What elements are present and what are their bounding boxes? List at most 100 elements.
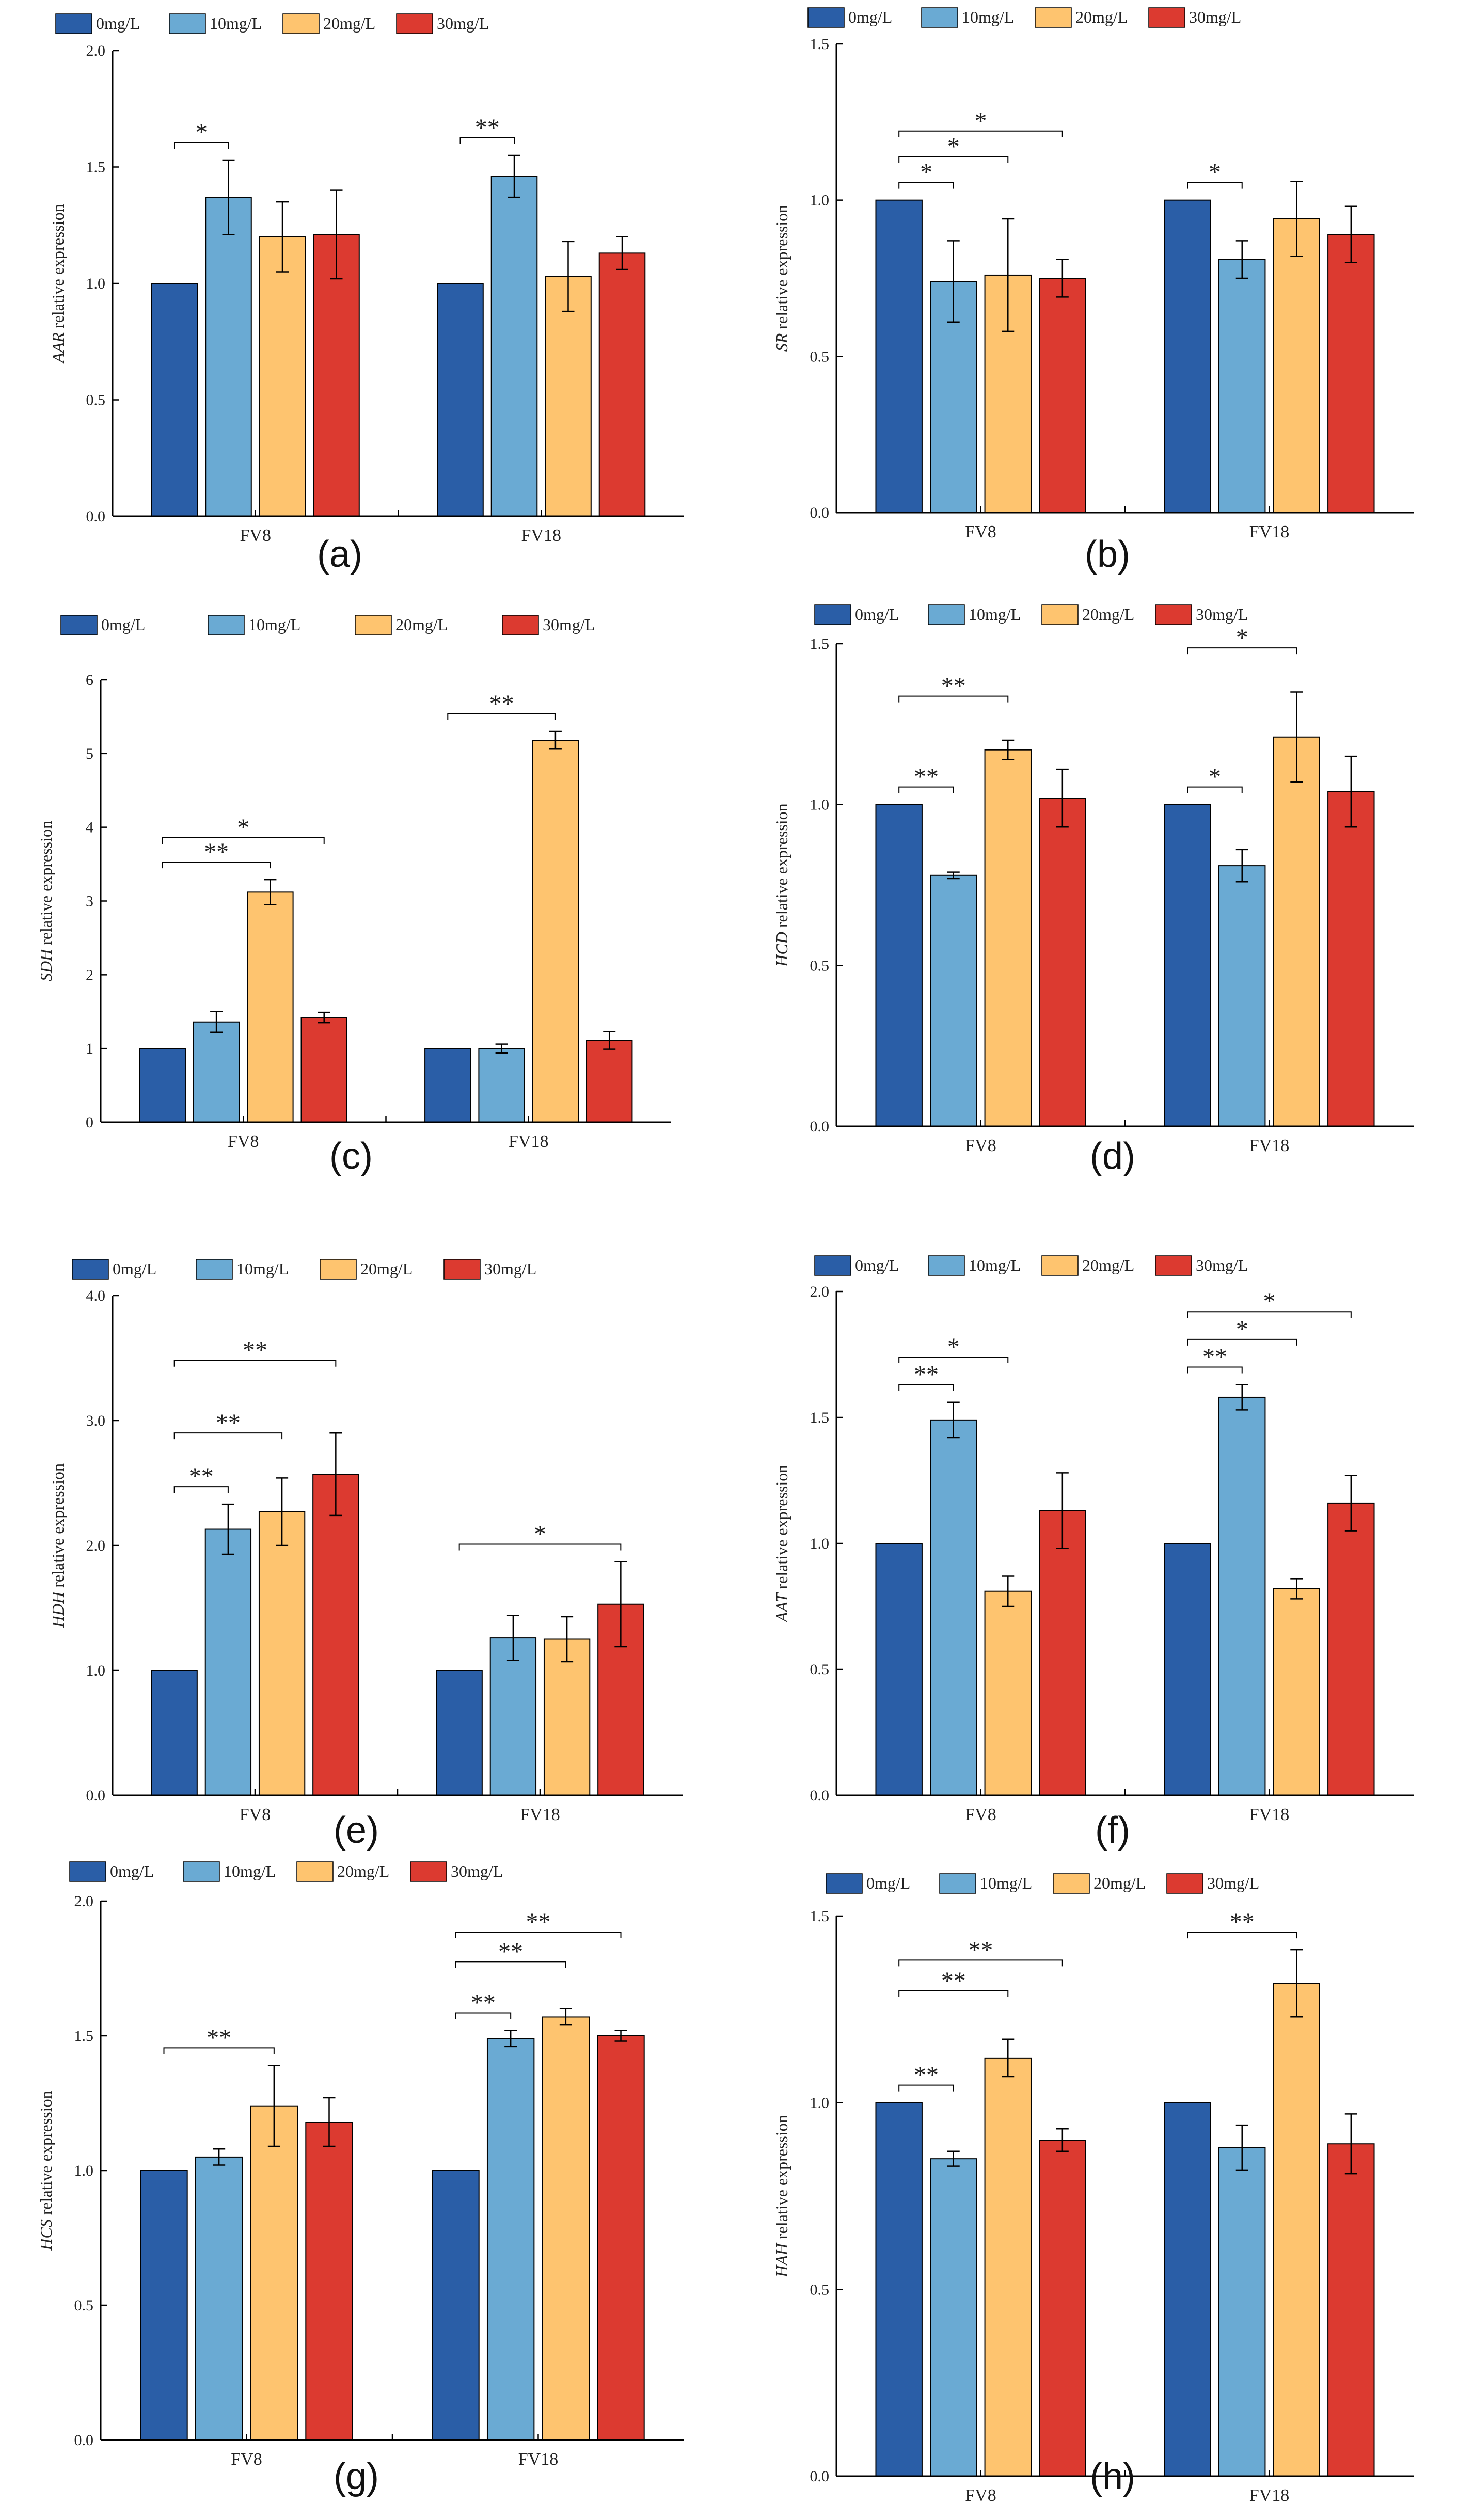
bracket-line — [1187, 647, 1297, 655]
significance-bracket: ** — [162, 838, 271, 869]
y-tick-label: 0.5 — [86, 392, 106, 409]
panel-label: (d) — [1090, 1136, 1135, 1177]
legend-swatch-10mg/L — [208, 615, 245, 635]
legend-label-10mg/L: 10mg/L — [248, 615, 300, 634]
legend-swatch-0mg/L — [60, 615, 98, 635]
significance-label: ** — [243, 1337, 267, 1364]
bar-20mg/L-FV8 — [984, 2057, 1032, 2477]
y-tick-label: 1.5 — [810, 1908, 830, 1925]
bar-10mg/L-FV18 — [489, 1637, 537, 1796]
legend-swatch-30mg/L — [1148, 7, 1185, 28]
legend-swatch-20mg/L — [355, 615, 392, 635]
y-tick-label: 5 — [86, 745, 93, 762]
chart-panel-h: 0.0 0.5 1.0 1.5 FV8 FV18 HAH relative expressi… — [772, 1873, 1414, 2505]
bar-10mg/L-FV18 — [478, 1048, 525, 1123]
legend-swatch-30mg/L — [1155, 604, 1192, 625]
y-tick-label: 0.0 — [86, 1787, 106, 1804]
legend-swatch-10mg/L — [183, 1861, 220, 1882]
bar-0mg/L-FV8 — [875, 199, 923, 513]
y-tick-label: 1.0 — [810, 192, 830, 209]
y-tick-label: 1.0 — [810, 2095, 830, 2112]
legend-swatch-0mg/L — [69, 1861, 106, 1882]
bracket-line — [162, 862, 271, 869]
legend-swatch-10mg/L — [939, 1873, 976, 1894]
bar-20mg/L-FV8 — [258, 1511, 306, 1796]
bar-0mg/L-FV18 — [1164, 199, 1211, 513]
bracket-line — [455, 2012, 512, 2019]
significance-bracket: ** — [1187, 1908, 1297, 1939]
y-tick-label: 3.0 — [86, 1412, 106, 1429]
bar-20mg/L-FV8 — [984, 749, 1032, 1127]
bar-10mg/L-FV8 — [930, 1419, 977, 1796]
x-tick-label: FV18 — [521, 526, 561, 545]
y-tick-label: 2 — [86, 966, 93, 983]
y-tick-label: 1.0 — [810, 796, 830, 814]
significance-bracket: ** — [163, 2024, 275, 2054]
y-axis-gene: SDH — [37, 948, 55, 981]
bar-0mg/L-FV8 — [140, 2170, 188, 2441]
significance-label: ** — [489, 690, 514, 717]
bar-0mg/L-FV18 — [1164, 1543, 1211, 1796]
panel-label: (h) — [1090, 2456, 1135, 2497]
significance-label: * — [237, 814, 249, 841]
bar-20mg/L-FV18 — [1273, 1983, 1320, 2477]
y-tick-label: 0.5 — [810, 957, 830, 974]
y-tick-label: 1.5 — [74, 2028, 94, 2045]
significance-bracket: * — [1187, 763, 1243, 793]
chart-panel-c: 0 1 2 3 4 5 6 FV8 FV18 SDH relative expression 0mg… — [37, 615, 671, 1177]
legend-swatch-0mg/L — [814, 604, 851, 625]
bar-30mg/L-FV18 — [597, 2035, 645, 2441]
bracket-line — [455, 1961, 566, 1968]
y-tick-label: 0.5 — [810, 1661, 830, 1678]
significance-bracket: * — [1187, 159, 1243, 189]
bar-30mg/L-FV8 — [1039, 798, 1086, 1127]
significance-bracket: * — [173, 119, 229, 149]
bar-30mg/L-FV8 — [1039, 2140, 1086, 2477]
bar-20mg/L-FV18 — [545, 276, 592, 517]
bracket-line — [447, 713, 556, 720]
y-tick-label: 1.5 — [810, 1409, 830, 1426]
bar-20mg/L-FV18 — [542, 2016, 590, 2441]
legend-swatch-20mg/L — [1053, 1873, 1090, 1894]
legend-label-20mg/L: 20mg/L — [1094, 1874, 1146, 1892]
y-tick-label: 4.0 — [86, 1287, 106, 1304]
bracket-line — [898, 1959, 1063, 1967]
x-tick-label: FV8 — [965, 522, 996, 541]
legend-swatch-20mg/L — [296, 1861, 334, 1882]
significance-bracket: ** — [898, 763, 954, 793]
bar-10mg/L-FV18 — [1218, 1396, 1266, 1796]
x-tick-label: FV8 — [965, 1805, 996, 1824]
y-tick-label: 0 — [86, 1114, 93, 1131]
x-tick-label: FV8 — [965, 2486, 996, 2505]
significance-label: * — [1209, 159, 1221, 186]
bar-0mg/L-FV8 — [875, 1543, 923, 1796]
bar-10mg/L-FV18 — [1218, 259, 1266, 513]
y-axis-unit: relative expression — [772, 803, 791, 932]
y-tick-label: 1.5 — [810, 635, 830, 652]
y-tick-label: 4 — [86, 819, 93, 836]
significance-label: * — [947, 133, 960, 161]
significance-label: * — [534, 1520, 546, 1548]
significance-bracket: * — [1187, 1288, 1352, 1318]
bracket-line — [162, 837, 325, 844]
bracket-line — [1187, 1366, 1243, 1374]
bar-0mg/L-FV8 — [151, 283, 198, 517]
y-axis-unit: relative expression — [37, 2091, 55, 2219]
y-tick-label: 1.0 — [86, 275, 106, 292]
bar-30mg/L-FV8 — [1039, 1510, 1086, 1796]
legend-label-20mg/L: 20mg/L — [323, 14, 375, 33]
legend-label-10mg/L: 10mg/L — [969, 605, 1021, 624]
x-tick-label: FV18 — [1249, 2486, 1289, 2505]
significance-label: * — [1236, 624, 1248, 651]
significance-label: ** — [941, 673, 966, 700]
bar-30mg/L-FV18 — [586, 1040, 633, 1123]
y-tick-label: 1.5 — [86, 159, 106, 176]
significance-label: ** — [207, 2024, 231, 2051]
bar-0mg/L-FV18 — [436, 1670, 483, 1796]
legend-label-10mg/L: 10mg/L — [969, 1256, 1021, 1274]
y-tick-label: 0.5 — [810, 2281, 830, 2298]
legend-swatch-30mg/L — [410, 1861, 447, 1882]
y-axis-gene: AAR — [49, 332, 67, 364]
chart-panel-b: 0.0 0.5 1.0 1.5 FV8 FV18 SR relative expressio… — [772, 7, 1414, 575]
